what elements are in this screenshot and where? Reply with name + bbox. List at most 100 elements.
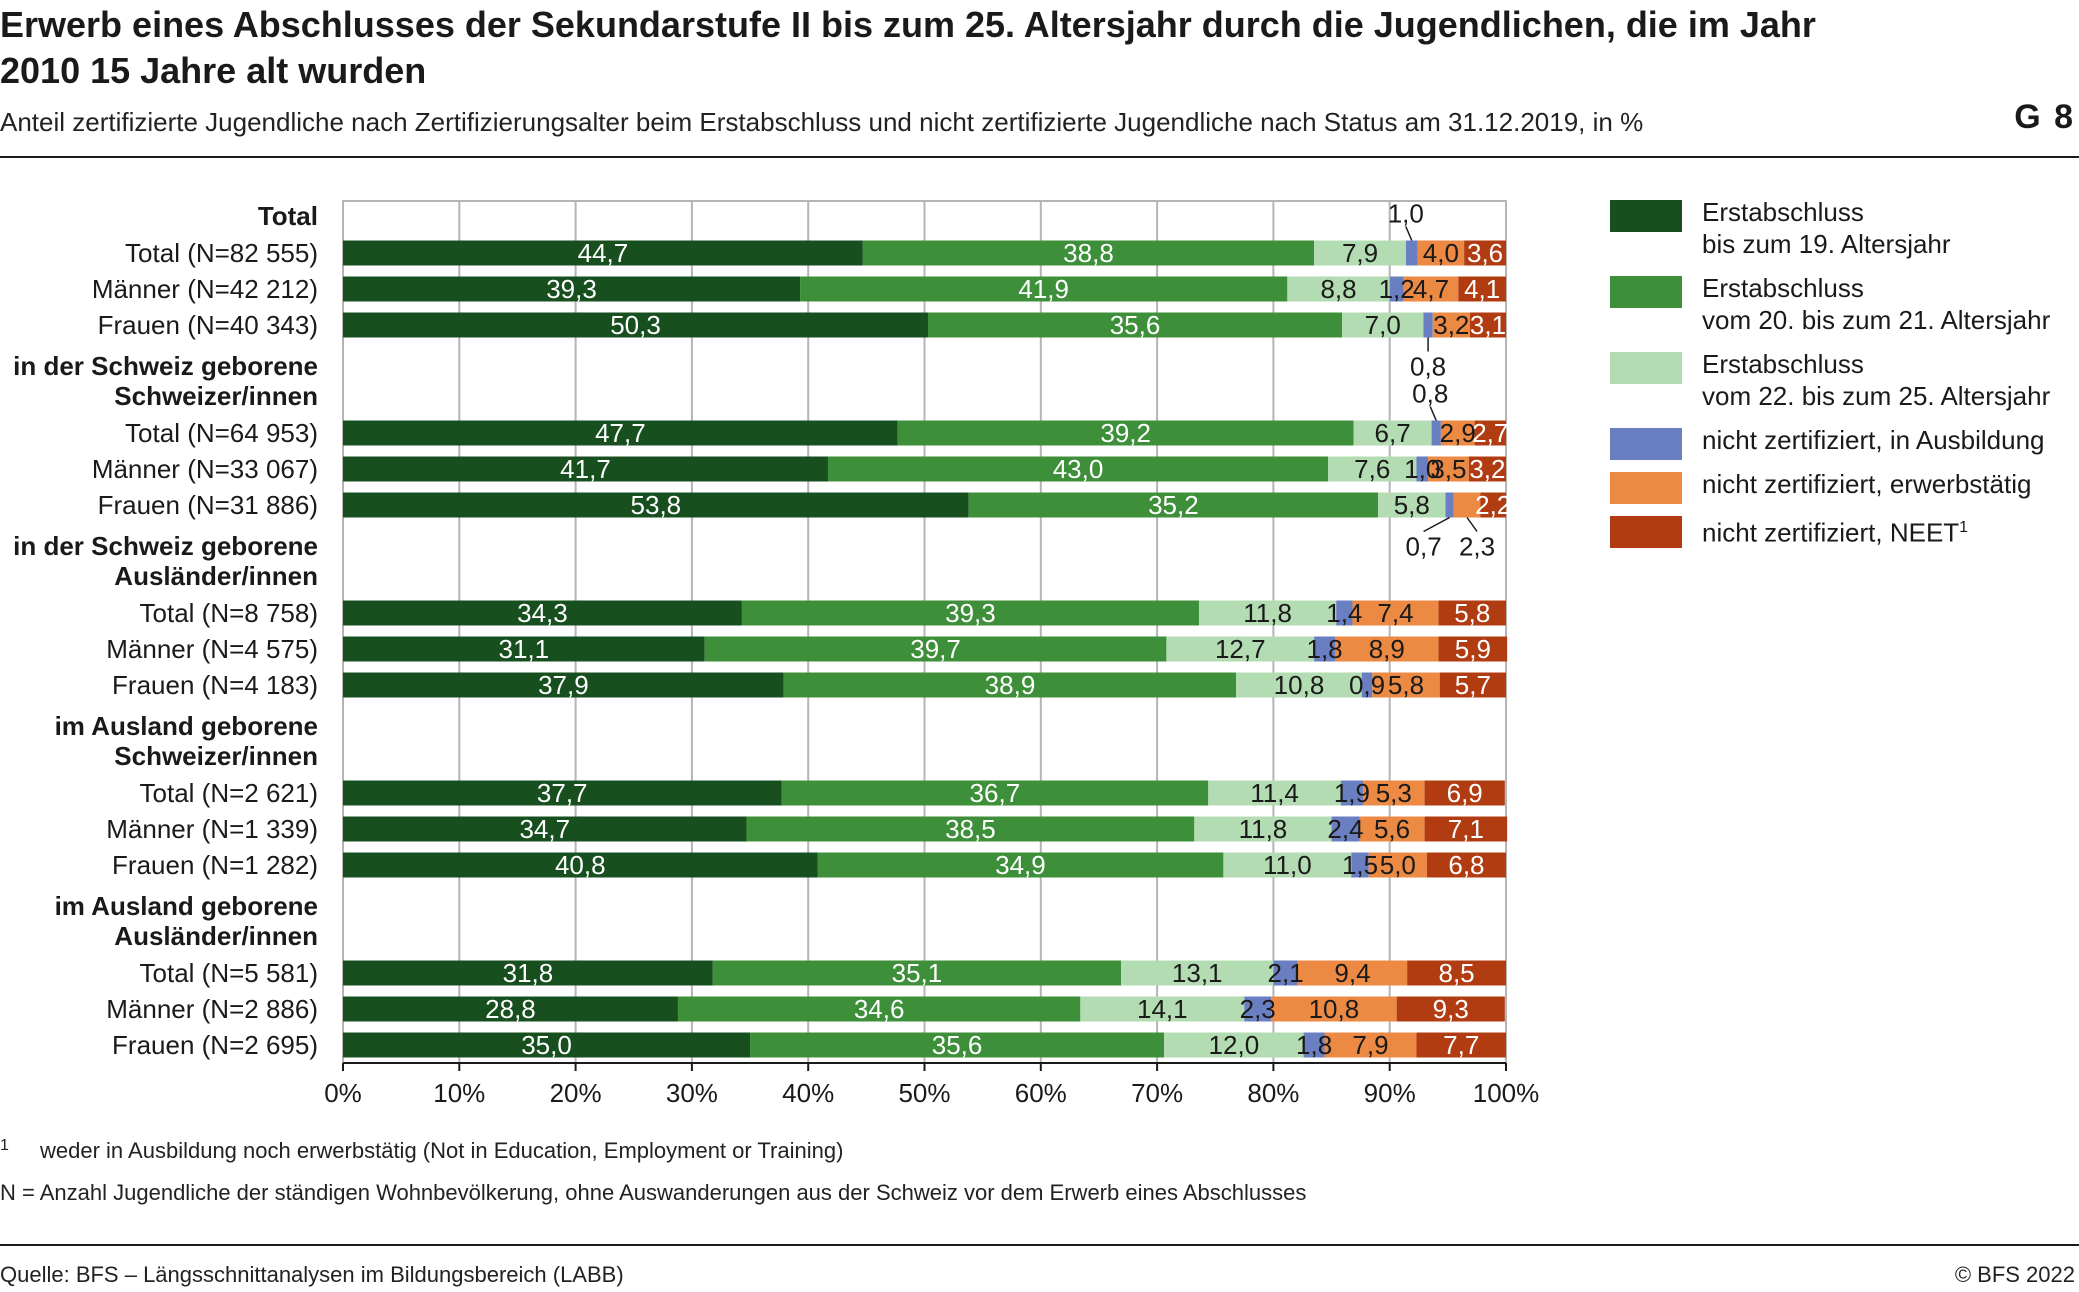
data-label: 31,8	[503, 958, 554, 988]
bar-segment	[1396, 996, 1505, 1022]
bar-segment	[712, 960, 1122, 986]
bar-segment	[741, 600, 1199, 626]
bar-segment	[1342, 312, 1424, 338]
data-label: 11,8	[1243, 598, 1292, 628]
data-label: 8,9	[1369, 634, 1405, 664]
bar-segment	[1340, 780, 1363, 806]
footnote-mark: 1	[0, 1136, 9, 1154]
bar-segment	[343, 852, 818, 878]
data-label: 2,9	[1440, 418, 1476, 448]
data-label: 35,6	[1110, 310, 1161, 340]
bar-segment	[1417, 240, 1465, 266]
bar-segment	[1359, 816, 1425, 842]
data-label: 12,7	[1215, 634, 1266, 664]
data-label: 38,9	[985, 670, 1036, 700]
bar-segment	[1331, 816, 1360, 842]
bar-segment	[1469, 312, 1506, 338]
bar-segment	[343, 420, 898, 446]
header-rule	[0, 156, 2079, 158]
bar-segment	[1368, 852, 1427, 878]
x-tick-label: 70%	[1131, 1078, 1183, 1108]
group-heading: Ausländer/innen	[114, 921, 318, 951]
bar-segment	[1458, 276, 1506, 302]
bar-segment	[343, 780, 782, 806]
data-label: 4,0	[1423, 238, 1459, 268]
data-label: 50,3	[610, 310, 661, 340]
bar-segment	[1416, 1032, 1506, 1058]
x-tick-label: 30%	[666, 1078, 718, 1108]
data-label: 31,1	[499, 634, 550, 664]
x-tick-label: 20%	[550, 1078, 602, 1108]
bar-segment	[343, 456, 828, 482]
bar-segment	[1244, 996, 1272, 1022]
group-heading: Schweizer/innen	[114, 741, 318, 771]
bar-segment	[968, 492, 1379, 518]
graphic-number: G 8	[2014, 98, 2075, 136]
copyright-text: © BFS 2022	[1954, 1262, 2075, 1287]
x-tick-label: 80%	[1247, 1078, 1299, 1108]
bar-segment	[1314, 240, 1406, 266]
legend-swatch	[1610, 428, 1682, 460]
legend-swatch	[1610, 472, 1682, 504]
legend-label: nicht zertifiziert, NEET1	[1702, 517, 1969, 548]
data-label: 1,2	[1379, 274, 1415, 304]
bar-segment	[1389, 276, 1404, 302]
data-label: 7,6	[1354, 454, 1390, 484]
bar-segment	[817, 852, 1224, 878]
bar-segment	[1432, 312, 1470, 338]
footnote: 1 weder in Ausbildung noch erwerbstätig (…	[0, 1136, 843, 1166]
bar-segment	[677, 996, 1081, 1022]
bar-segment	[343, 1032, 751, 1058]
bar-segment	[1445, 492, 1454, 518]
callout-leader	[1466, 517, 1478, 532]
callout-leader	[1423, 516, 1450, 533]
group-heading: Total	[258, 201, 318, 231]
row-label: Männer (N=4 575)	[106, 634, 318, 664]
row-label: Männer (N=2 886)	[106, 994, 318, 1024]
data-label: 3,1	[1470, 310, 1506, 340]
data-label: 5,3	[1376, 778, 1412, 808]
data-label: 6,7	[1375, 418, 1411, 448]
data-label: 11,4	[1250, 778, 1299, 808]
n-note: N = Anzahl Jugendliche der ständigen Woh…	[0, 1180, 1307, 1205]
bar-segment	[1403, 276, 1459, 302]
data-label: 5,8	[1394, 490, 1430, 520]
bar-segment	[1474, 420, 1506, 446]
group-heading: in der Schweiz geborene	[13, 531, 318, 561]
source-text: Quelle: BFS – Längsschnittanalysen im Bi…	[0, 1262, 624, 1287]
bar-segment	[1335, 636, 1439, 662]
data-label: 7,0	[1365, 310, 1401, 340]
bar-segment	[1405, 240, 1418, 266]
callout-label: 0,8	[1412, 379, 1448, 409]
bar-segment	[1353, 420, 1432, 446]
bar-segment	[1439, 672, 1506, 698]
bar-segment	[1426, 852, 1506, 878]
x-tick-label: 60%	[1015, 1078, 1067, 1108]
footnote-text: weder in Ausbildung noch erwerbstätig (N…	[40, 1138, 844, 1163]
data-label: 3,5	[1430, 454, 1466, 484]
bar-segment	[862, 240, 1315, 266]
bar-segment	[1378, 492, 1446, 518]
data-label: 38,8	[1063, 238, 1114, 268]
footer-rule	[0, 1244, 2079, 1246]
bar-segment	[1328, 456, 1417, 482]
bar-segment	[827, 456, 1329, 482]
bar-segment	[1423, 312, 1433, 338]
data-label: 5,8	[1454, 598, 1490, 628]
legend-swatch	[1610, 200, 1682, 232]
bar-segment	[1416, 456, 1429, 482]
data-label: 3,2	[1469, 454, 1505, 484]
legend-label: Erstabschluss vom 20. bis zum 21. Alters…	[1702, 273, 2051, 335]
bar-segment	[1440, 420, 1475, 446]
data-label: 35,0	[521, 1030, 572, 1060]
bar-segment	[343, 672, 784, 698]
bar-segment	[1352, 600, 1439, 626]
data-label: 8,5	[1438, 958, 1474, 988]
bar-segment	[704, 636, 1167, 662]
bar-segment	[1438, 600, 1506, 626]
data-label: 3,2	[1433, 310, 1469, 340]
bar-segment	[1431, 420, 1441, 446]
bar-segment	[746, 816, 1195, 842]
stacked-bar-chart: 0% 10% 20% 30% 40% 50% 60% 70% 80% 90% 100% Total To…	[13, 199, 1539, 1109]
data-label: 6,8	[1448, 850, 1484, 880]
